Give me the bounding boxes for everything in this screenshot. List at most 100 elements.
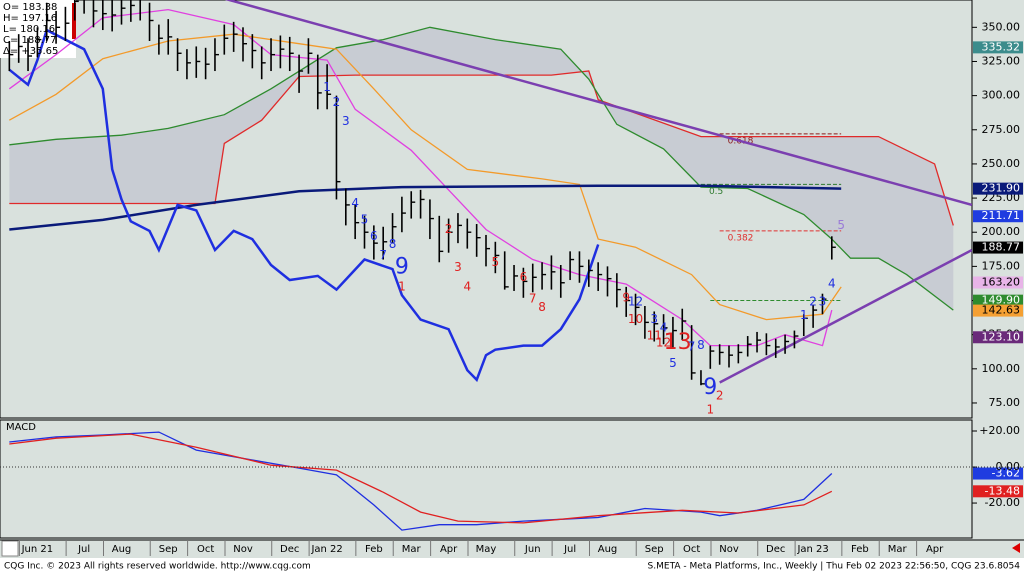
x-tick-label: Oct <box>197 544 214 555</box>
macd-title: MACD <box>6 422 36 433</box>
price-box-label: 211.71 <box>982 209 1021 222</box>
price-box-label: -13.48 <box>985 484 1020 497</box>
count-label: 9 <box>703 375 717 400</box>
count-label: 5 <box>837 218 845 232</box>
info-text: O= 183.38 <box>3 2 57 13</box>
macd-line <box>9 431 833 531</box>
count-label: 9 <box>395 255 409 280</box>
x-tick-label: Jan 22 <box>310 544 342 555</box>
count-label: 9 <box>622 290 630 304</box>
trendline <box>719 248 972 384</box>
scroll-arrow[interactable] <box>1012 543 1020 553</box>
price-box <box>973 485 1023 498</box>
price-plot: 0.6180.50.382123456789123456789101112131… <box>8 0 972 416</box>
x-tick-label: Dec <box>280 544 299 555</box>
x-tick-label: Nov <box>719 544 739 555</box>
count-label: 2 <box>716 389 724 403</box>
background <box>0 0 1024 558</box>
x-tick-label: Sep <box>159 544 178 555</box>
price-box <box>973 182 1023 195</box>
count-label: 3 <box>454 260 462 274</box>
indicator-line <box>8 8 833 347</box>
count-label: 4 <box>660 320 668 334</box>
price-box <box>973 41 1023 54</box>
macd-panel <box>0 419 973 539</box>
y-tick-label: 75.00 <box>989 396 1021 409</box>
trendline <box>224 0 972 207</box>
count-label: 3 <box>342 114 350 128</box>
price-box-label: 142.63 <box>982 304 1021 317</box>
y-tick-label: -20.00 <box>985 496 1020 509</box>
count-label: 3 <box>650 312 658 326</box>
y-tick-label: +20.00 <box>979 424 1020 437</box>
x-tick-label: Jul <box>563 544 576 555</box>
x-tick-label: Jan 23 <box>796 544 828 555</box>
count-label: 4 <box>351 196 359 210</box>
count-label: 4 <box>828 277 836 291</box>
x-tick-label: Jul <box>77 544 90 555</box>
count-label: 10 <box>628 312 643 326</box>
x-tick-label: Jun 21 <box>21 544 54 555</box>
price-box <box>973 331 1023 344</box>
count-label: 5 <box>669 356 677 370</box>
corner-box[interactable] <box>1 540 19 557</box>
count-label: 1 <box>398 279 406 293</box>
x-tick-label: Apr <box>440 544 458 555</box>
price-panel <box>0 0 973 419</box>
x-tick-label: Mar <box>888 544 908 555</box>
x-tick-label: Sep <box>645 544 664 555</box>
x-tick-label: Dec <box>766 544 785 555</box>
price-box <box>973 304 1023 317</box>
count-label: 7 <box>379 248 387 262</box>
x-tick-label: May <box>476 544 497 555</box>
count-label: 2 <box>445 222 453 236</box>
y-tick-label: 250.00 <box>982 157 1021 170</box>
macd-plot <box>9 431 833 531</box>
footer-left: CQG Inc. © 2023 All rights reserved worl… <box>4 562 311 572</box>
count-label: 5 <box>492 255 500 269</box>
price-box <box>973 241 1023 254</box>
count-label: 2 <box>809 294 817 308</box>
x-tick-label: Jun <box>524 544 541 555</box>
level-label: 0.5 <box>709 187 723 197</box>
macd-line <box>9 433 833 524</box>
footer-right: S.META - Meta Platforms, Inc., Weekly | … <box>648 562 1021 572</box>
count-label: 11 <box>647 329 662 343</box>
indicator-line <box>9 70 954 226</box>
count-label: 1 <box>323 80 331 94</box>
price-box-label: 123.10 <box>982 330 1021 343</box>
count-label: 8 <box>697 338 705 352</box>
count-label: 7 <box>688 339 696 353</box>
count-label: 12 <box>628 294 643 308</box>
x-tick-label: Nov <box>233 544 253 555</box>
price-box <box>973 294 1023 307</box>
level-label: 0.382 <box>728 233 754 243</box>
footer-bar <box>0 558 1024 573</box>
x-tick-label: Feb <box>365 544 383 555</box>
count-label: 7 <box>529 292 537 306</box>
price-box <box>973 467 1023 480</box>
count-label: 2 <box>333 95 341 109</box>
y-tick-label: 200.00 <box>982 225 1021 238</box>
x-tick-label: Oct <box>683 544 700 555</box>
x-tick-label: Aug <box>598 544 618 555</box>
y-tick-label: 325.00 <box>982 54 1021 67</box>
count-label: 4 <box>463 279 471 293</box>
count-label: 8 <box>538 300 546 314</box>
y-tick-label: 300.00 <box>982 89 1021 102</box>
count-label: 6 <box>370 229 378 243</box>
count-label: 12 <box>656 335 671 349</box>
price-box-label: 149.90 <box>982 294 1021 307</box>
price-box <box>973 276 1023 289</box>
x-tick-label: Aug <box>112 544 132 555</box>
indicator-line <box>9 26 954 311</box>
info-text: H= 197.16 <box>3 13 57 24</box>
info-bar <box>72 3 76 39</box>
price-box <box>973 210 1023 223</box>
info-text: L= 180.16 <box>3 24 55 35</box>
count-label: 5 <box>361 212 369 226</box>
cloud-fill <box>9 27 954 311</box>
y-tick-label: 175.00 <box>982 259 1021 272</box>
y-tick-label: 0.00 <box>996 460 1021 473</box>
